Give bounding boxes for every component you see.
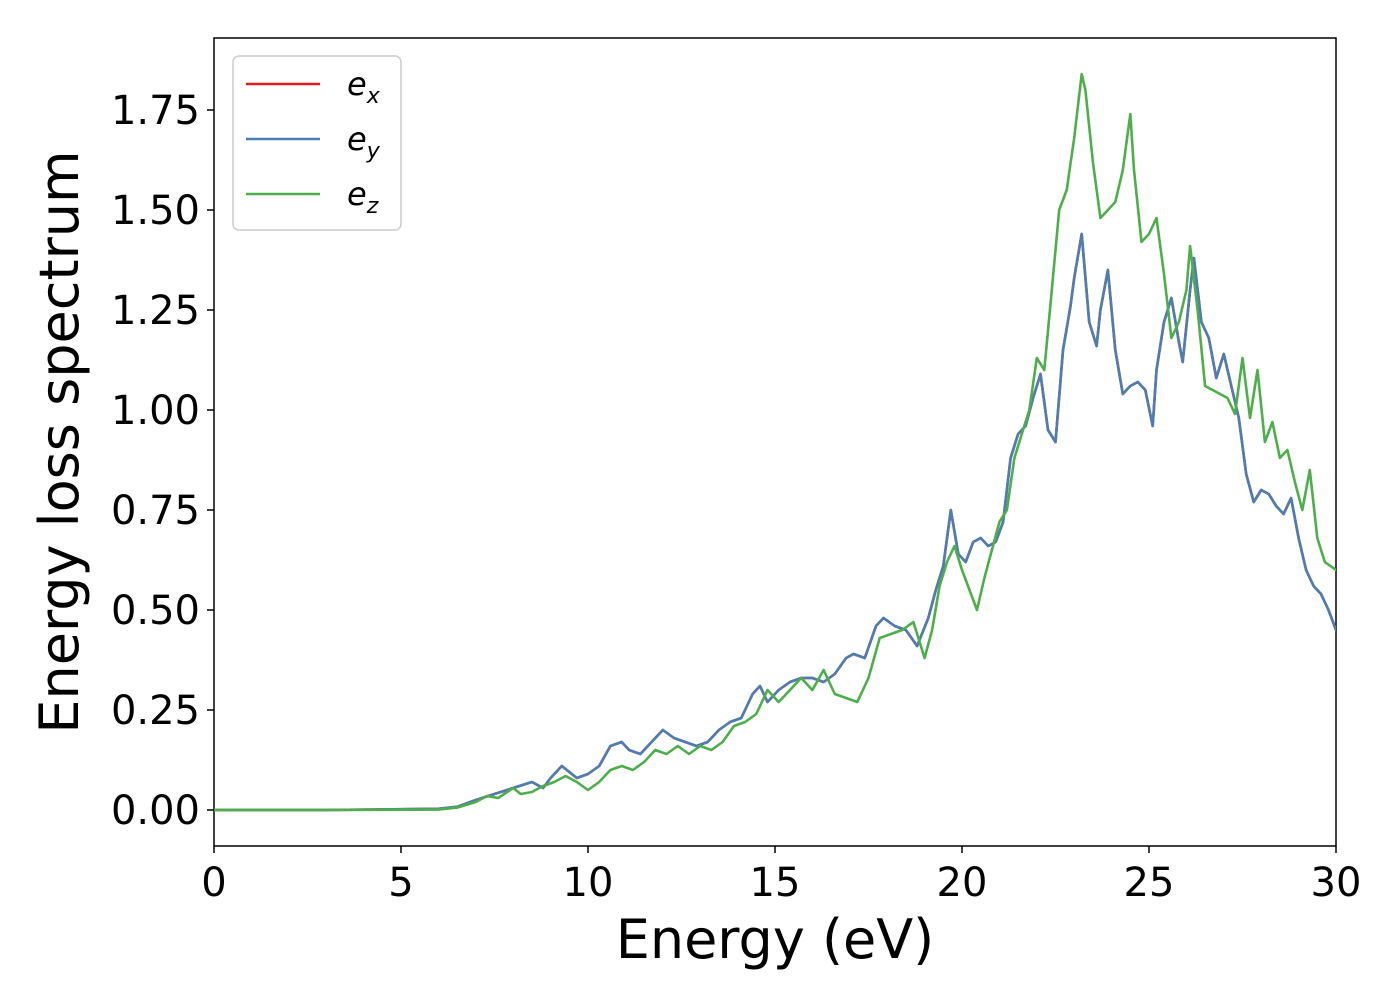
x-tick-label: 15 — [750, 860, 801, 906]
x-tick-label: 5 — [388, 860, 413, 906]
x-tick-label: 0 — [201, 860, 226, 906]
x-tick-label: 10 — [563, 860, 614, 906]
y-axis-label: Energy loss spectrum — [28, 150, 91, 733]
y-tick-label: 0.50 — [111, 588, 200, 634]
x-tick-label: 30 — [1311, 860, 1362, 906]
y-tick-label: 1.75 — [111, 88, 200, 134]
x-tick-label: 20 — [937, 860, 988, 906]
legend-label-ez: ez — [347, 175, 379, 219]
series-lines — [214, 72, 1336, 812]
x-axis: 0 5 10 15 20 25 30 — [201, 846, 1361, 906]
x-axis-label: Energy (eV) — [616, 908, 935, 971]
series-line-ey — [214, 232, 1336, 812]
legend: ex ey ez — [232, 55, 402, 231]
legend-box — [232, 55, 402, 231]
y-axis: 0.00 0.25 0.50 0.75 1.00 1.25 1.50 1.75 — [111, 88, 214, 834]
y-tick-label: 1.50 — [111, 188, 200, 234]
series-line-ex — [214, 232, 1336, 812]
y-tick-label: 1.00 — [111, 388, 200, 434]
y-tick-label: 0.25 — [111, 688, 200, 734]
x-tick-label: 25 — [1124, 860, 1175, 906]
legend-label-ey: ey — [347, 120, 381, 164]
series-line-ez — [214, 72, 1336, 812]
y-tick-label: 1.25 — [111, 288, 200, 334]
y-tick-label: 0.00 — [111, 788, 200, 834]
legend-label-ex: ex — [347, 65, 381, 109]
y-tick-label: 0.75 — [111, 488, 200, 534]
